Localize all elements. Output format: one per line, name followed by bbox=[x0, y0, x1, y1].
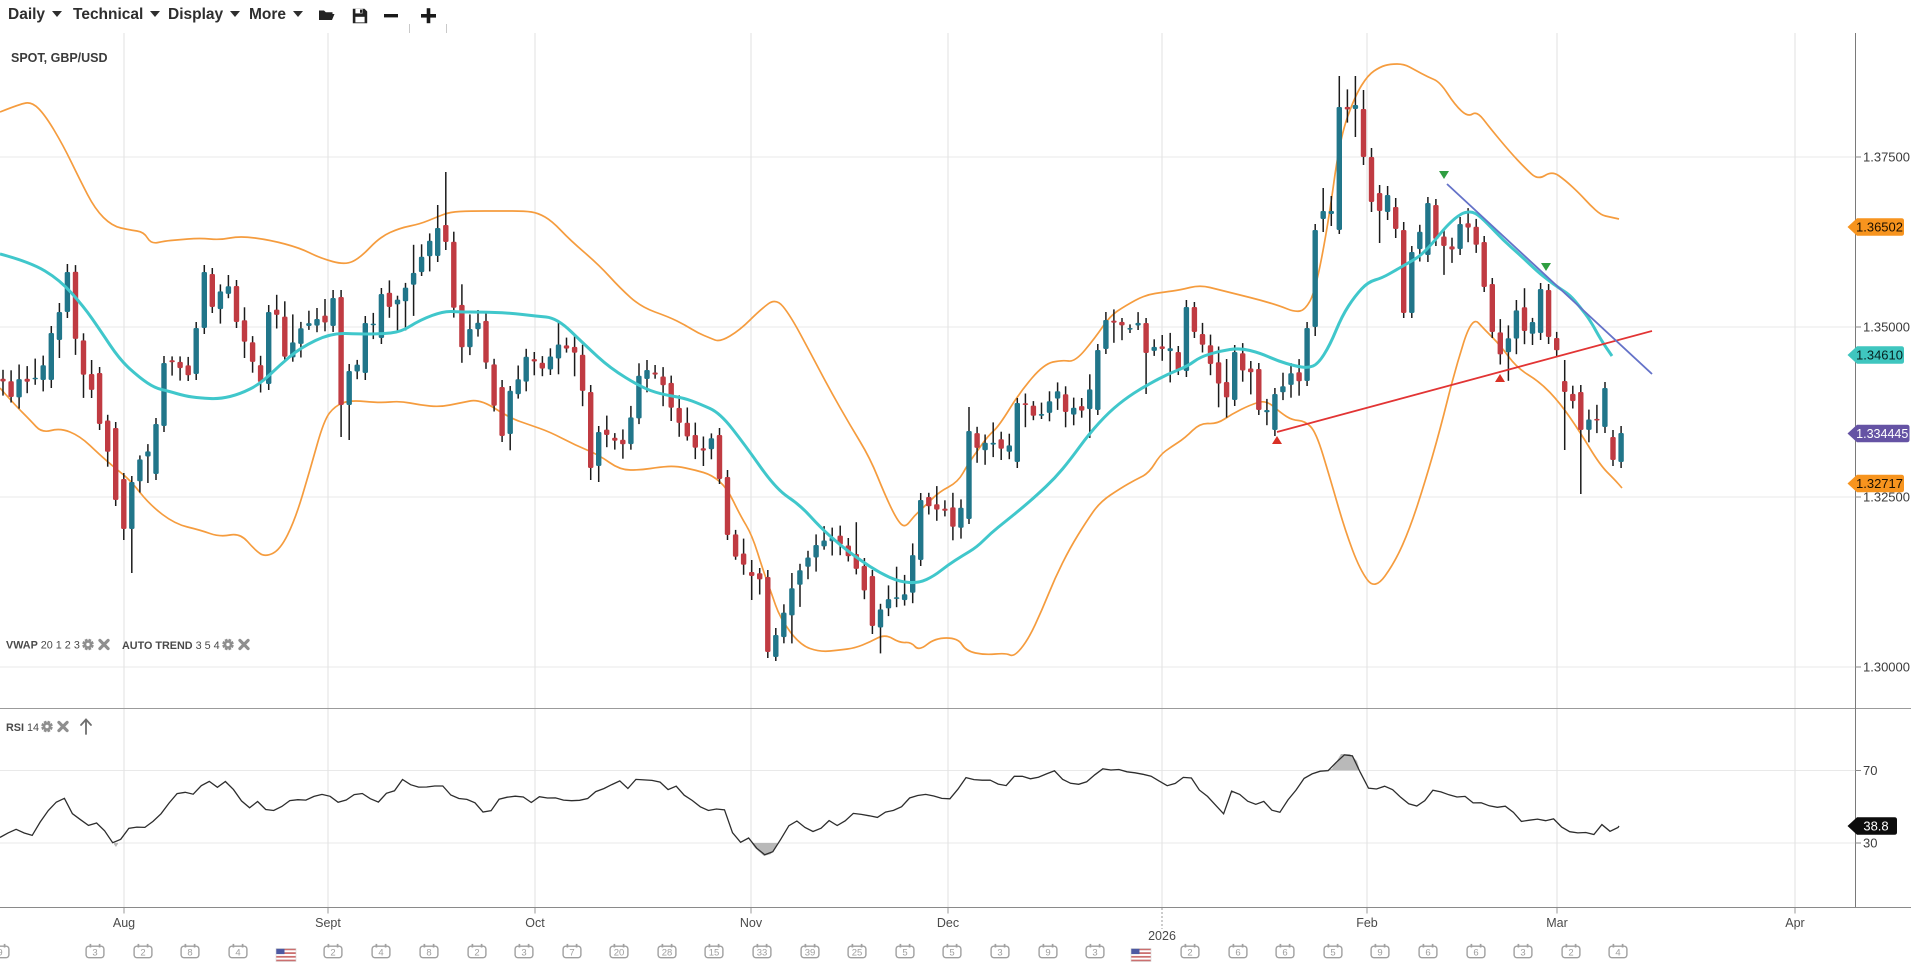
svg-text:3: 3 bbox=[1092, 948, 1097, 959]
svg-text:1.34610: 1.34610 bbox=[1856, 348, 1903, 363]
svg-text:Sept: Sept bbox=[315, 916, 341, 930]
svg-text:25: 25 bbox=[852, 948, 863, 959]
svg-text:15: 15 bbox=[709, 948, 720, 959]
svg-text:Aug: Aug bbox=[113, 916, 135, 930]
svg-text:39: 39 bbox=[805, 948, 816, 959]
svg-text:1.30000: 1.30000 bbox=[1863, 660, 1910, 675]
svg-text:2: 2 bbox=[140, 948, 145, 959]
svg-text:6: 6 bbox=[1425, 948, 1430, 959]
svg-text:2: 2 bbox=[1568, 948, 1573, 959]
svg-text:Dec: Dec bbox=[937, 916, 959, 930]
svg-text:RSI 14: RSI 14 bbox=[6, 722, 39, 734]
svg-text:5: 5 bbox=[1330, 948, 1335, 959]
svg-text:8: 8 bbox=[187, 948, 192, 959]
svg-text:70: 70 bbox=[1863, 763, 1877, 778]
svg-text:33: 33 bbox=[757, 948, 768, 959]
svg-text:6: 6 bbox=[1282, 948, 1287, 959]
svg-text:2: 2 bbox=[474, 948, 479, 959]
svg-text:VWAP 20 1 2 3: VWAP 20 1 2 3 bbox=[6, 640, 80, 652]
svg-text:Mar: Mar bbox=[1546, 916, 1568, 930]
svg-text:1.32500: 1.32500 bbox=[1863, 490, 1910, 505]
svg-text:20: 20 bbox=[614, 948, 625, 959]
svg-text:1.35000: 1.35000 bbox=[1863, 320, 1910, 335]
svg-text:Apr: Apr bbox=[1785, 916, 1804, 930]
svg-text:9: 9 bbox=[1377, 948, 1382, 959]
svg-text:Oct: Oct bbox=[525, 916, 545, 930]
svg-text:AUTO TREND 3 5 4: AUTO TREND 3 5 4 bbox=[122, 640, 220, 652]
svg-text:5: 5 bbox=[949, 948, 954, 959]
svg-text:1.36502: 1.36502 bbox=[1856, 220, 1903, 235]
svg-text:1.334445: 1.334445 bbox=[1856, 427, 1908, 441]
svg-text:3: 3 bbox=[1520, 948, 1525, 959]
svg-text:38.8: 38.8 bbox=[1863, 819, 1888, 834]
svg-text:2: 2 bbox=[1187, 948, 1192, 959]
svg-text:4: 4 bbox=[1615, 948, 1620, 959]
svg-text:1.37500: 1.37500 bbox=[1863, 150, 1910, 165]
svg-text:2026: 2026 bbox=[1148, 929, 1176, 943]
svg-text:4: 4 bbox=[378, 948, 383, 959]
svg-text:3: 3 bbox=[997, 948, 1002, 959]
svg-text:2: 2 bbox=[330, 948, 335, 959]
svg-text:8: 8 bbox=[426, 948, 431, 959]
svg-text:1.32717: 1.32717 bbox=[1856, 476, 1903, 491]
svg-text:6: 6 bbox=[1235, 948, 1240, 959]
svg-text:3: 3 bbox=[521, 948, 526, 959]
svg-text:6: 6 bbox=[1473, 948, 1478, 959]
svg-text:30: 30 bbox=[1863, 836, 1877, 851]
svg-text:Nov: Nov bbox=[740, 916, 763, 930]
svg-text:Feb: Feb bbox=[1356, 916, 1378, 930]
svg-text:5: 5 bbox=[902, 948, 907, 959]
svg-text:7: 7 bbox=[569, 948, 574, 959]
svg-text:4: 4 bbox=[235, 948, 240, 959]
svg-text:SPOT, GBP/USD: SPOT, GBP/USD bbox=[11, 51, 108, 65]
svg-text:3: 3 bbox=[92, 948, 97, 959]
svg-text:28: 28 bbox=[662, 948, 673, 959]
svg-text:9: 9 bbox=[1045, 948, 1050, 959]
svg-text:9: 9 bbox=[0, 948, 3, 959]
